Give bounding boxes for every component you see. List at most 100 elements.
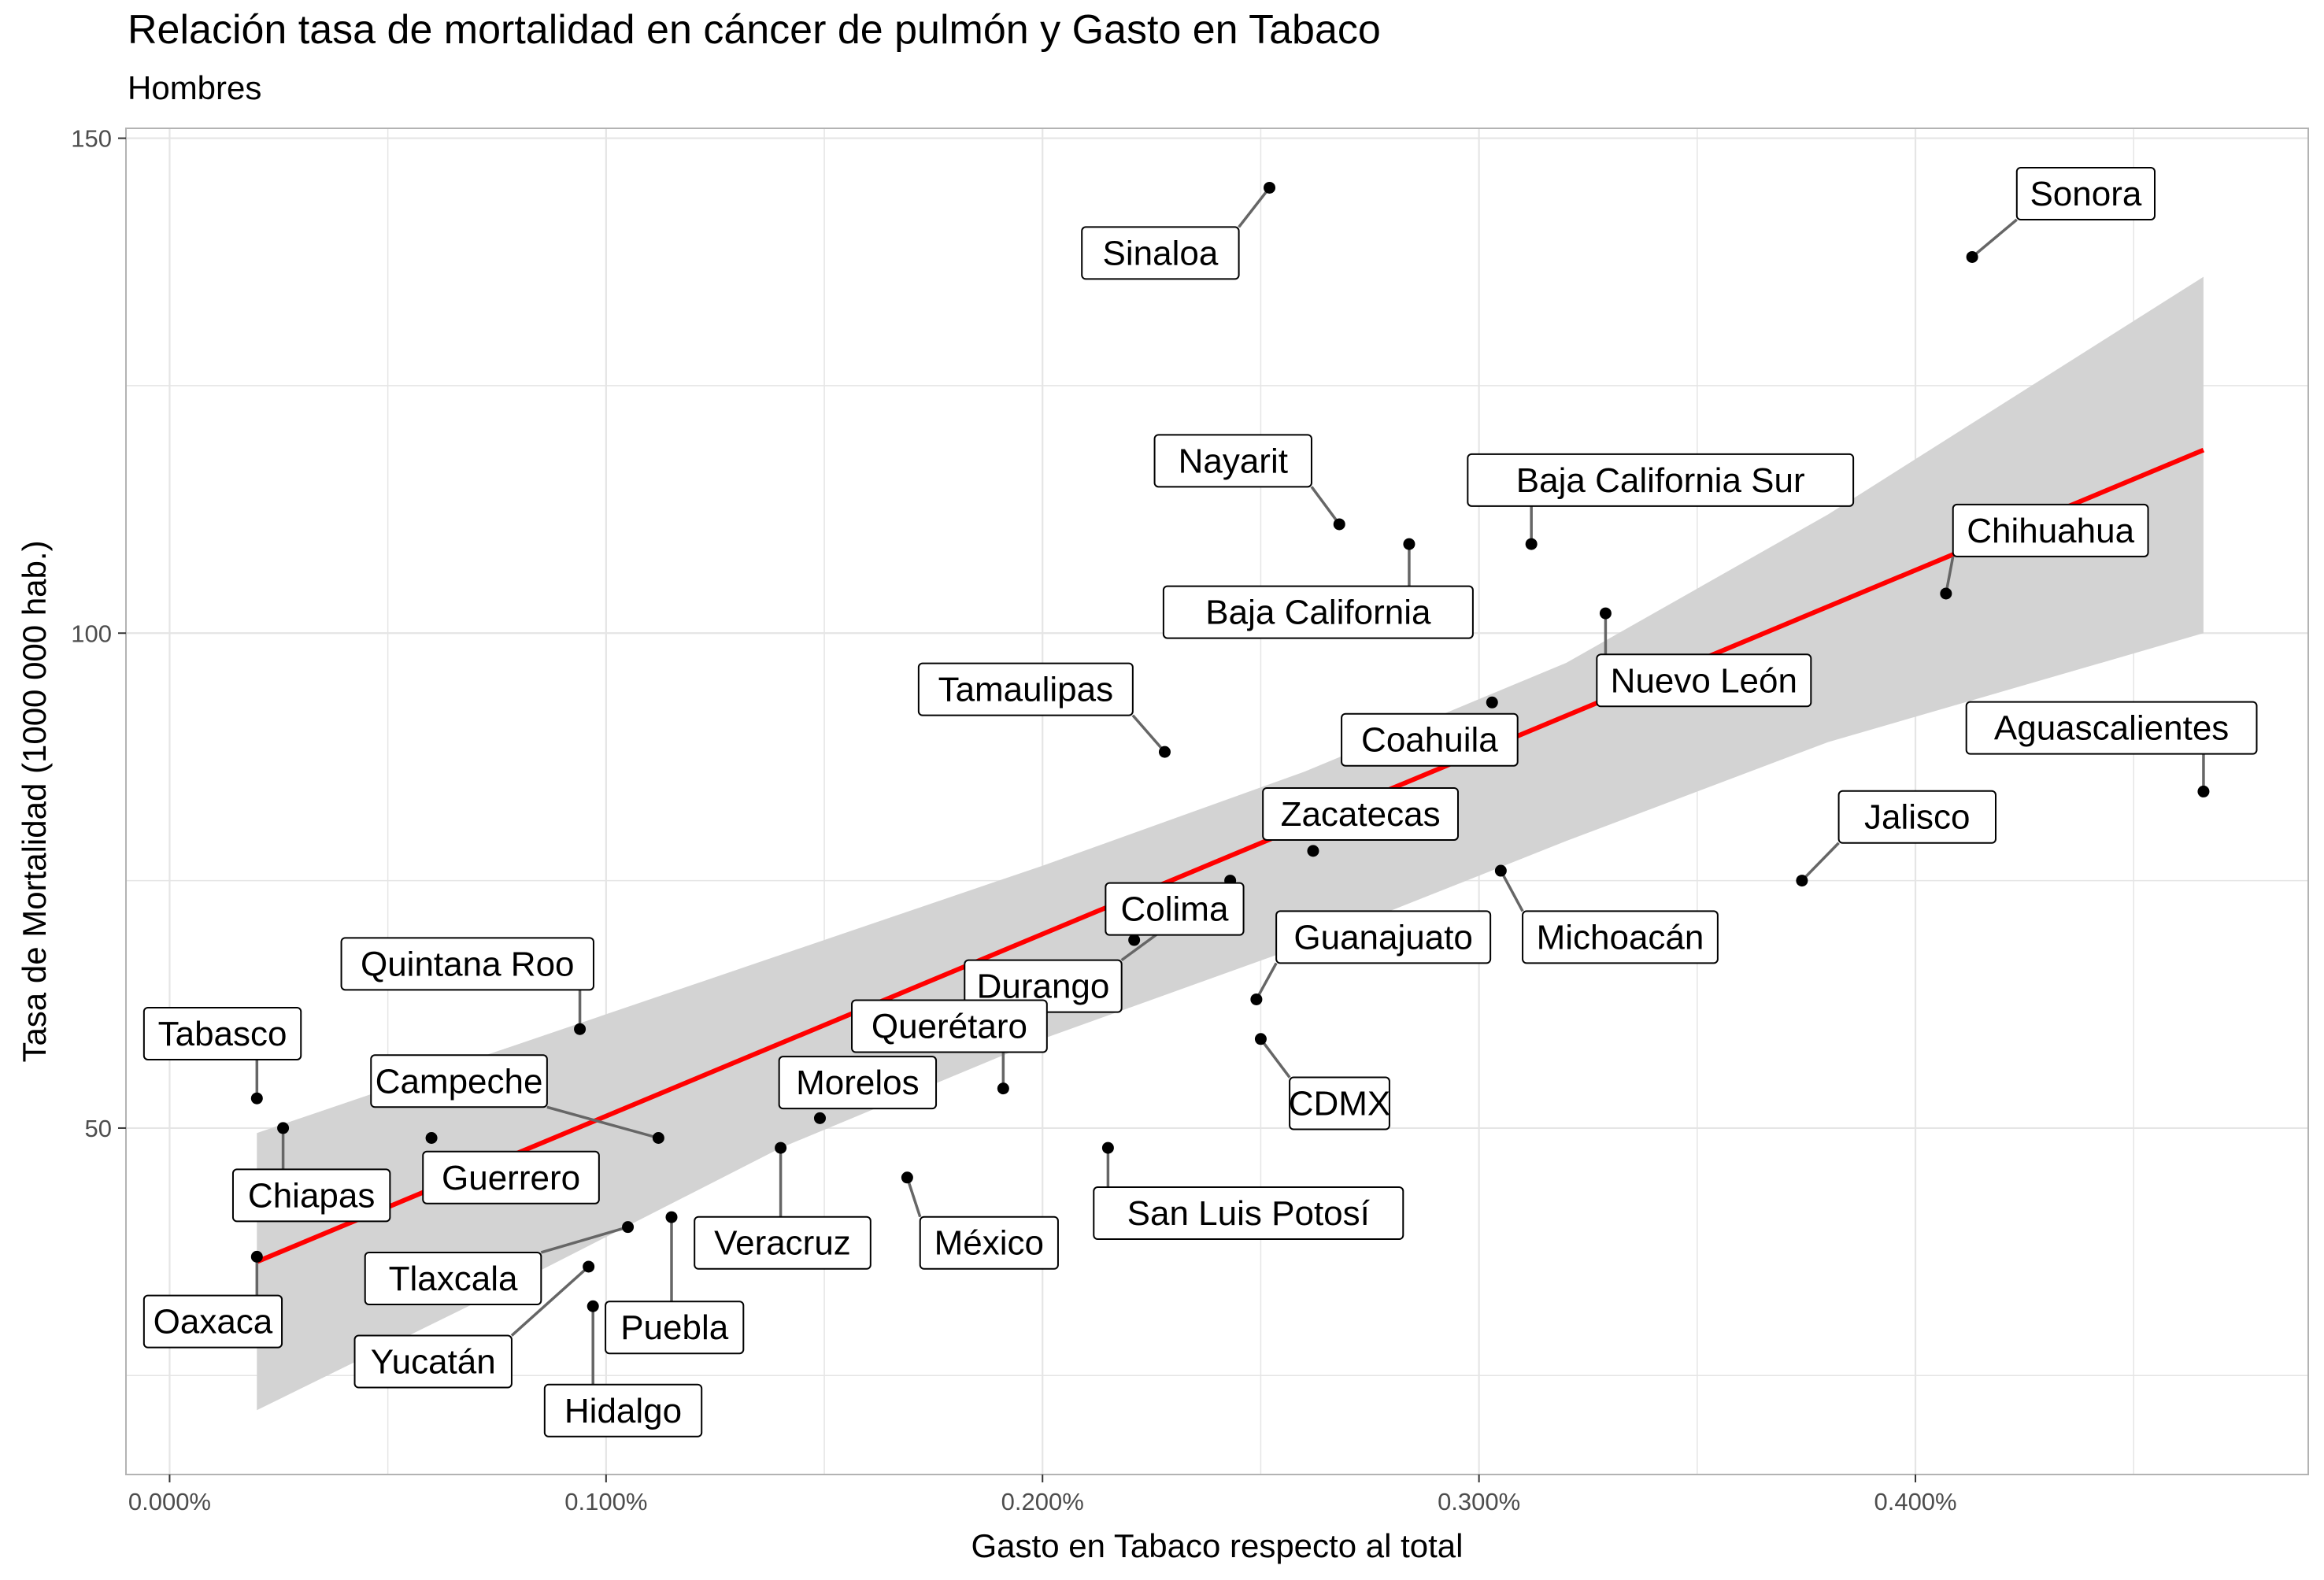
point-label-box <box>1522 910 1719 964</box>
point-label-text: Aguascalientes <box>1994 709 2229 748</box>
point-label-text: Guerrero <box>442 1159 580 1197</box>
point-label-box <box>605 1301 745 1355</box>
x-tick-label: 0.400% <box>1874 1488 1956 1515</box>
point-label: Chiapas <box>231 1168 391 1223</box>
point-label-text: Quintana Roo <box>361 945 575 983</box>
point-label-text: Michoacán <box>1537 918 1704 957</box>
point-label-box <box>1093 1186 1404 1241</box>
point-label: Durango <box>964 959 1123 1013</box>
y-axis-title: Tasa de Mortalidad (1000 000 hab.) <box>16 540 53 1062</box>
point-label: San Luis Potosí <box>1093 1186 1404 1241</box>
x-tick-label: 0.200% <box>1001 1488 1084 1515</box>
point-label-text: Durango <box>977 968 1110 1006</box>
point-label: Guerrero <box>422 1150 600 1204</box>
point-label: Quintana Roo <box>340 937 594 991</box>
x-tick-label: 0.000% <box>128 1488 211 1515</box>
data-point <box>1525 538 1538 550</box>
data-point <box>901 1171 913 1184</box>
point-label-box <box>1153 434 1312 488</box>
data-point <box>1796 875 1808 887</box>
label-segment <box>1260 1038 1291 1079</box>
data-point <box>1599 607 1612 620</box>
point-label: Yucatán <box>353 1334 513 1389</box>
point-label-text: Oaxaca <box>154 1303 273 1341</box>
point-label-text: CDMX <box>1289 1085 1391 1123</box>
confidence-band-area <box>257 276 2204 1411</box>
point-label: Guanajuato <box>1275 910 1492 964</box>
data-point <box>775 1142 787 1154</box>
point-label-text: Colima <box>1121 890 1229 929</box>
point-label-box <box>919 1216 1059 1270</box>
point-label-text: Nuevo León <box>1611 661 1797 700</box>
data-point <box>813 1112 826 1124</box>
point-label-box <box>1289 1076 1390 1130</box>
point-label: Michoacán <box>1522 910 1719 964</box>
x-axis-title: Gasto en Tabaco respecto al total <box>971 1527 1464 1564</box>
point-label-box <box>917 662 1134 716</box>
point-label: Puebla <box>605 1301 745 1355</box>
point-label: México <box>919 1216 1059 1270</box>
axes: 0.000% 0.100% 0.200% 0.300% 0.400% 50 100 150 <box>71 125 2309 1515</box>
point-label: Chihuahua <box>1952 503 2149 557</box>
label-segment <box>1131 714 1166 753</box>
data-point <box>587 1300 599 1312</box>
data-point <box>1254 1033 1267 1045</box>
point-label: Colima <box>1105 882 1245 936</box>
point-label-box <box>694 1216 872 1270</box>
point-label: Campeche <box>370 1054 548 1108</box>
data-point <box>622 1221 635 1234</box>
point-label-box <box>364 1251 542 1305</box>
data-point <box>652 1132 664 1144</box>
point-label-text: Morelos <box>796 1064 920 1102</box>
point-label-box <box>1162 585 1474 639</box>
point-label-box <box>1275 910 1492 964</box>
data-point <box>1101 1142 1114 1154</box>
point-label: Tamaulipas <box>917 662 1134 716</box>
point-label-box <box>1952 503 2149 557</box>
label-segment <box>1499 870 1524 912</box>
point-label-box <box>422 1150 600 1204</box>
data-point <box>1264 181 1276 194</box>
data-point <box>250 1250 263 1263</box>
point-label-text: Baja California Sur <box>1516 461 1805 500</box>
label-segment <box>1800 842 1840 882</box>
data-point <box>1128 934 1141 946</box>
label-segment <box>1238 187 1271 228</box>
point-label-box <box>1837 790 1996 844</box>
y-tick-label: 100 <box>71 620 112 647</box>
point-label-box <box>353 1334 513 1389</box>
y-tick-label: 150 <box>71 125 112 153</box>
label-segments <box>255 187 2205 1385</box>
data-point <box>1486 696 1498 709</box>
point-label-box <box>142 1006 302 1060</box>
point-label: Oaxaca <box>142 1294 283 1349</box>
data-point <box>665 1211 678 1223</box>
label-segment <box>1971 218 2018 258</box>
point-label-box <box>1596 653 1812 708</box>
point-label-box <box>370 1054 548 1108</box>
point-label: Morelos <box>778 1056 938 1110</box>
point-label-text: Jalisco <box>1864 798 1971 837</box>
data-point <box>277 1122 290 1134</box>
data-point <box>1333 518 1345 531</box>
data-point <box>583 1260 595 1273</box>
point-label-text: Querétaro <box>872 1008 1027 1046</box>
data-point <box>1403 538 1415 550</box>
point-label-box <box>1262 786 1459 841</box>
point-label-box <box>1467 453 1855 507</box>
data-point <box>250 1092 263 1105</box>
point-label: Sonora <box>2015 167 2156 221</box>
point-label-box <box>340 937 594 991</box>
point-label: Jalisco <box>1837 790 1996 844</box>
data-point <box>1250 993 1263 1005</box>
point-label-box <box>851 999 1048 1053</box>
data-point <box>997 1082 1009 1095</box>
point-label-text: México <box>934 1224 1044 1263</box>
point-label-text: Campeche <box>376 1062 543 1101</box>
point-label: Veracruz <box>694 1216 872 1270</box>
point-label: Querétaro <box>851 999 1048 1053</box>
point-label-box <box>2015 167 2156 221</box>
point-label: Nayarit <box>1153 434 1312 488</box>
x-tick-label: 0.100% <box>564 1488 647 1515</box>
